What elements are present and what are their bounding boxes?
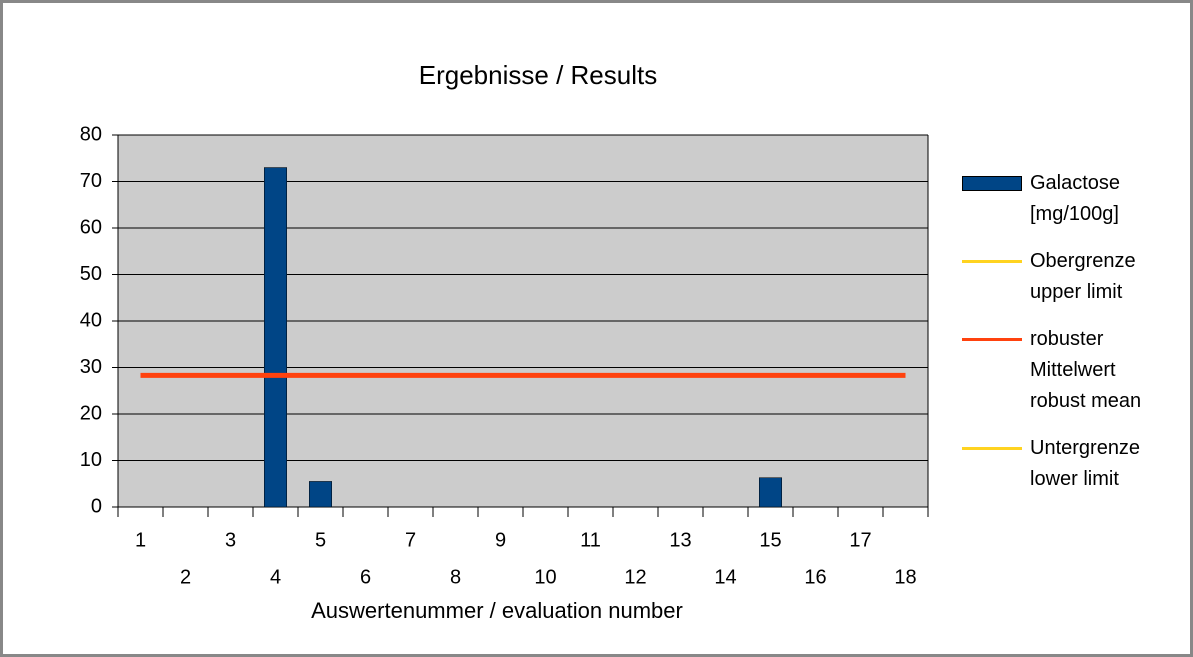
x-axis-label: Auswertenummer / evaluation number: [311, 598, 683, 623]
y-tick-label: 60: [80, 216, 102, 238]
x-tick-label: 9: [495, 529, 506, 551]
y-tick-label: 30: [80, 356, 102, 378]
y-tick-label: 70: [80, 170, 102, 192]
legend-label: robuster Mittelwert robust mean: [1030, 328, 1142, 412]
x-tick-label: 12: [624, 566, 646, 588]
legend-item: Galactose [mg/100g]: [962, 168, 1141, 230]
legend-label: Obergrenze upper limit: [1030, 250, 1136, 303]
x-tick-label: 3: [225, 529, 236, 551]
legend-swatch-line: [962, 338, 1022, 341]
x-tick-label: 13: [669, 529, 691, 551]
legend-label: Untergrenze lower limit: [1030, 437, 1141, 490]
y-tick-label: 80: [80, 123, 102, 145]
y-tick-label: 0: [91, 495, 102, 517]
bar: [759, 477, 782, 508]
legend-swatch-line: [962, 447, 1022, 450]
legend-swatch-bar: [962, 176, 1022, 191]
y-tick-label: 20: [80, 402, 102, 424]
x-tick-label: 1: [135, 529, 146, 551]
x-tick-label: 14: [714, 566, 736, 588]
legend-swatch-line: [962, 260, 1022, 263]
legend-item: Untergrenze lower limit: [962, 433, 1141, 495]
x-tick-label: 2: [180, 566, 191, 588]
x-tick-label: 6: [360, 566, 371, 588]
x-tick-label: 15: [759, 529, 781, 551]
x-tick-label: 17: [849, 529, 871, 551]
legend: Galactose [mg/100g] Obergrenze upper limi…: [962, 168, 1141, 495]
chart-title: Ergebnisse / Results: [419, 60, 657, 90]
x-tick-label: 11: [580, 529, 601, 551]
legend-item: robuster Mittelwert robust mean: [962, 324, 1141, 417]
x-tick-label: 16: [804, 566, 826, 588]
y-tick-label: 10: [80, 449, 102, 471]
bar: [309, 481, 332, 508]
x-tick-label: 7: [405, 529, 416, 551]
x-tick-label: 4: [270, 566, 281, 588]
legend-item: Obergrenze upper limit: [962, 246, 1141, 308]
x-tick-label: 18: [894, 566, 916, 588]
bar: [264, 167, 287, 508]
y-tick-label: 40: [80, 309, 102, 331]
x-tick-label: 8: [450, 566, 461, 588]
y-tick-label: 50: [80, 263, 102, 285]
legend-label: Galactose [mg/100g]: [1030, 172, 1121, 225]
x-tick-label: 5: [315, 529, 326, 551]
x-tick-label: 10: [534, 566, 556, 588]
